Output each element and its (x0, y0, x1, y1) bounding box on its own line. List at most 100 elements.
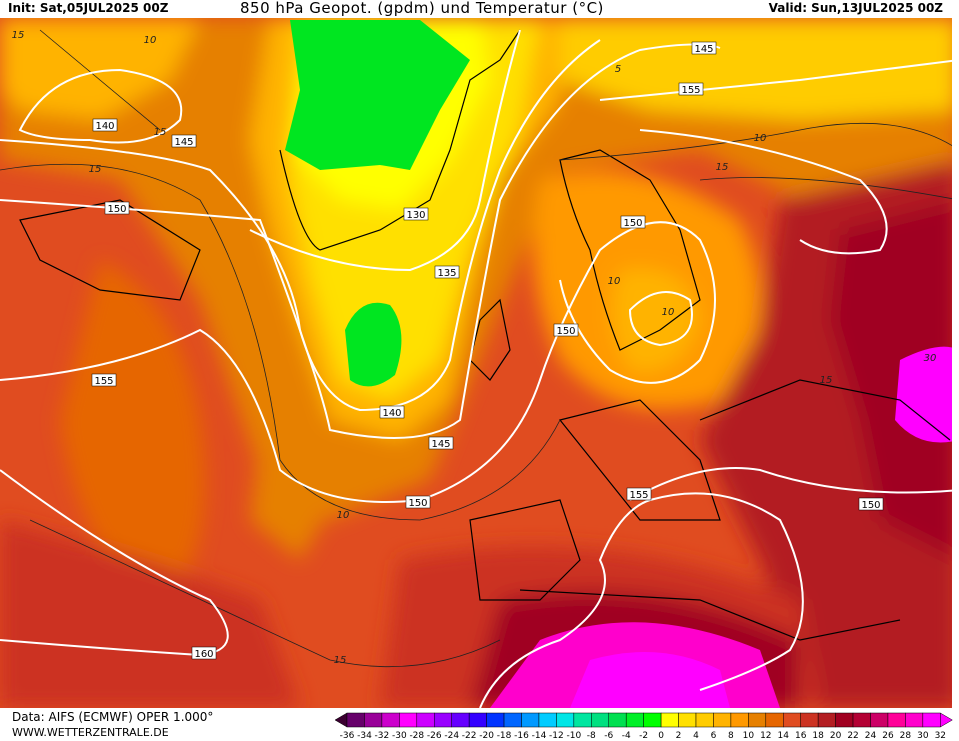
colorbar: -36 -34 -32 -30 -28 -26 -24 -22 -20 -18 -16 -14 -12-… (334, 712, 953, 741)
map-title: 850 hPa Geopot. (gpdm) und Temperatur (°… (240, 0, 604, 17)
colorbar-over-arrow (940, 712, 953, 728)
temperature-label: 15 (154, 127, 167, 138)
geopotential-label: 135 (437, 268, 456, 279)
geopotential-isolines (0, 29, 952, 708)
colorbar-swatch (468, 712, 487, 728)
colorbar-tick-label: -34 (357, 731, 372, 741)
isoline-labels: 140 145 150 155 130 135 150 150 155 140 145 150 155 1… (12, 30, 937, 666)
colorbar-swatch (346, 712, 365, 728)
geopotential-label-box (403, 207, 429, 221)
geopotential-label: 150 (107, 204, 126, 215)
geopotential-label-box (428, 436, 454, 450)
temperature-label: 10 (662, 307, 675, 318)
colorbar-tick-label: 12 (760, 731, 771, 741)
colorbar-tick-label: -12 (549, 731, 564, 741)
weather-map: 140 145 150 155 130 135 150 150 155 140 145 150 155 1… (0, 18, 952, 708)
colorbar-swatch (556, 712, 575, 728)
colorbar-tick-label: 18 (812, 731, 824, 741)
geopotential-label-box (91, 373, 117, 387)
colorbar-swatch (643, 712, 662, 728)
colorbar-tick-label: -4 (622, 731, 631, 741)
geopotential-label: 155 (681, 85, 700, 96)
temperature-label: 10 (754, 133, 767, 144)
colorbar-swatch (922, 712, 941, 728)
temperature-isolines (0, 29, 952, 668)
temperature-label: 15 (820, 375, 833, 386)
colorbar-tick-label: 6 (711, 731, 717, 741)
geopotential-label-box (171, 134, 197, 148)
geopotential-label: 150 (861, 500, 880, 511)
colorbar-tick-label: 20 (830, 731, 842, 741)
cold-region-atlantic (345, 302, 402, 387)
colorbar-swatch (800, 712, 819, 728)
colorbar-tick-label: -26 (427, 731, 442, 741)
colorbar-swatch (364, 712, 383, 728)
colorbar-tick-label: -2 (639, 731, 648, 741)
geopotential-label-box (104, 201, 130, 215)
colorbar-swatch (748, 712, 767, 728)
geopotential-label-box (92, 118, 118, 132)
geopotential-label: 145 (694, 44, 713, 55)
temperature-label: 15 (12, 30, 25, 41)
colorbar-tick-label: -32 (375, 731, 390, 741)
geopotential-label: 145 (431, 439, 450, 450)
colorbar-tick-label: 8 (728, 731, 734, 741)
colorbar-tick-label: -14 (532, 731, 547, 741)
geopotential-label-box (691, 41, 717, 55)
colorbar-swatch (381, 712, 400, 728)
valid-time: Valid: Sun,13JUL2025 00Z (768, 1, 943, 15)
colorbar-tick-label: -10 (566, 731, 581, 741)
geopotential-label: 155 (94, 376, 113, 387)
colorbar-tick-label: -18 (497, 731, 512, 741)
colorbar-tick-label: 2 (676, 731, 682, 741)
colorbar-swatch (503, 712, 522, 728)
colorbar-tick-label: 10 (743, 731, 755, 741)
colorbar-swatch (486, 712, 505, 728)
colorbar-swatch (783, 712, 801, 728)
header: Init: Sat,05JUL2025 00Z 850 hPa Geopot. … (0, 0, 959, 18)
hot-region-east (895, 346, 952, 443)
temperature-label: 15 (334, 655, 347, 666)
geopotential-label-box (626, 487, 652, 501)
geopotential-label: 160 (194, 649, 213, 660)
colorbar-tick-label: -22 (462, 731, 477, 741)
colorbar-tick-label: 14 (778, 731, 790, 741)
colorbar-swatch (713, 712, 732, 728)
colorbar-tick-label: 0 (658, 731, 664, 741)
colorbar-swatch (416, 712, 435, 728)
colorbar-swatch (817, 712, 836, 728)
geopotential-label: 140 (95, 121, 114, 132)
geopotential-label-box (678, 82, 704, 96)
colorbar-tick-label: 16 (795, 731, 807, 741)
colorbar-swatch (730, 712, 749, 728)
geopotential-label: 150 (556, 326, 575, 337)
colorbar-swatch (451, 712, 470, 728)
colorbar-swatch (695, 712, 714, 728)
colorbar-swatch (870, 712, 889, 728)
geopotential-label-box (405, 495, 431, 509)
colorbar-tick-label: -30 (392, 731, 407, 741)
temperature-label: 10 (144, 35, 157, 46)
geopotential-label-box (553, 323, 579, 337)
geopotential-label: 150 (623, 218, 642, 229)
colorbar-swatch (591, 712, 609, 728)
colorbar-tick-label: 4 (693, 731, 699, 741)
colorbar-tick-label: 26 (882, 731, 894, 741)
geopotential-label: 130 (406, 210, 425, 221)
geopotential-label-box (434, 265, 460, 279)
temperature-label: 30 (924, 353, 937, 364)
geopotential-label: 145 (174, 137, 193, 148)
colorbar-tick-label: -24 (444, 731, 459, 741)
colorbar-tick-label: -20 (479, 731, 494, 741)
colorbar-swatch (765, 712, 784, 728)
temperature-label: 10 (608, 276, 621, 287)
colorbar-swatch (573, 712, 592, 728)
colorbar-swatch (678, 712, 697, 728)
geopotential-label: 150 (408, 498, 427, 509)
temperature-label: 10 (337, 510, 350, 521)
colorbar-swatch (887, 712, 906, 728)
geopotential-label: 140 (382, 408, 401, 419)
init-time: Init: Sat,05JUL2025 00Z (8, 1, 169, 15)
geopotential-label-box (620, 215, 646, 229)
geopotential-label: 155 (629, 490, 648, 501)
